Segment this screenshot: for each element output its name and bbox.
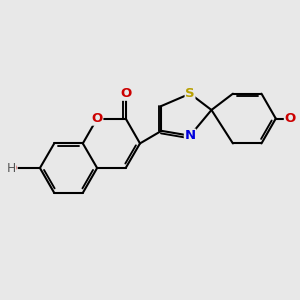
Text: O: O <box>92 112 103 125</box>
Text: S: S <box>185 87 195 100</box>
Text: O: O <box>284 112 296 125</box>
Text: H: H <box>6 161 16 175</box>
Text: O: O <box>6 161 17 175</box>
Text: O: O <box>120 87 131 100</box>
Text: N: N <box>184 129 196 142</box>
